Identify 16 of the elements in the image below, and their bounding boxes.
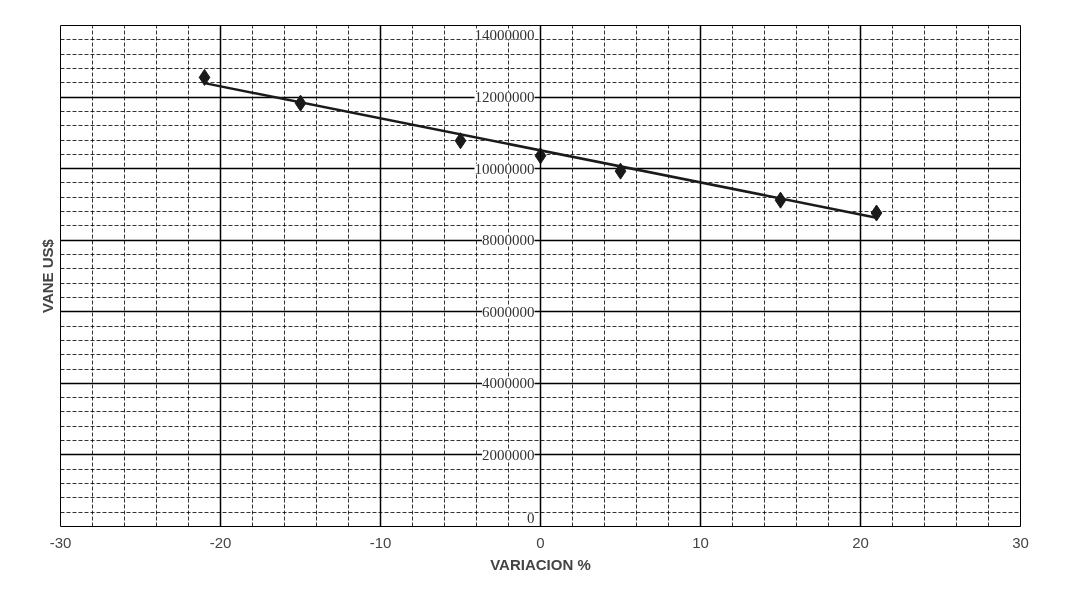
y-tick-label: 0 [527,509,535,526]
y-tick-label: 10000000 [474,160,535,177]
y-axis-title: VANE US$ [38,238,56,313]
x-tick-label: -30 [49,533,72,551]
y-tick-label: 6000000 [482,303,535,320]
y-tick-label: 4000000 [482,375,535,392]
y-tick-label: 12000000 [474,89,535,106]
x-axis-title: VARIACION % [490,555,591,573]
y-tick-label: 8000000 [482,232,535,249]
x-tick-label: 20 [852,533,869,551]
y-tick-label: 14000000 [474,26,535,43]
x-tick-label: -20 [209,533,232,551]
y-tick-label: 2000000 [482,446,535,463]
x-tick-label: 10 [692,533,709,551]
x-tick-label: 30 [1012,533,1029,551]
x-tick-label: -10 [369,533,392,551]
